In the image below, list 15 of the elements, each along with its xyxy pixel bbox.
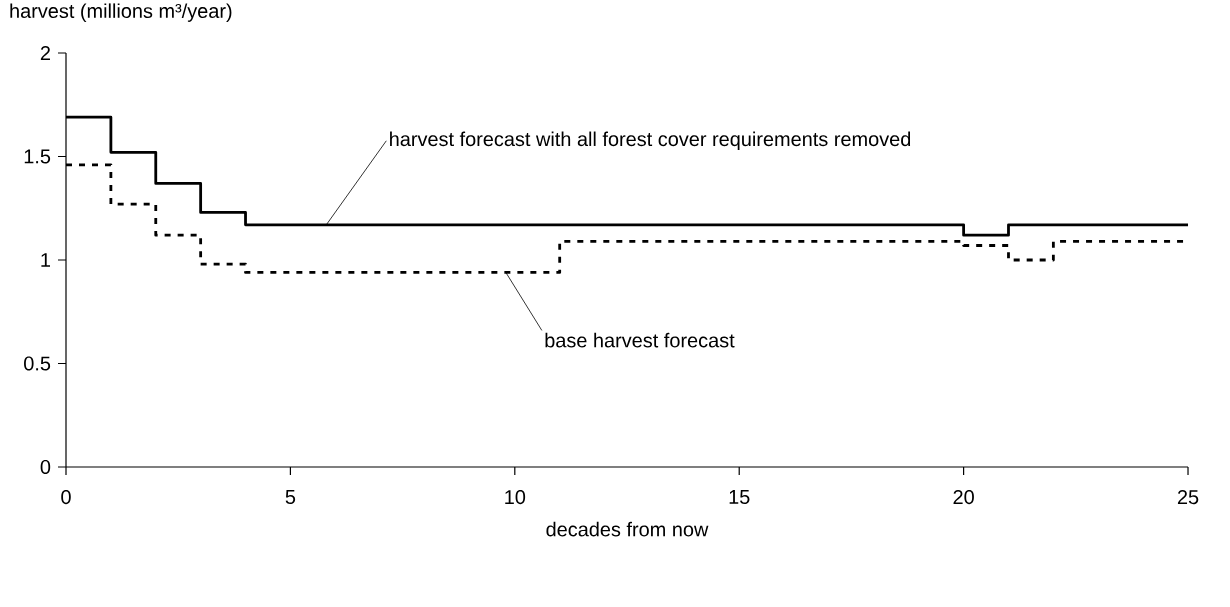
x-tick-label: 25 bbox=[1177, 490, 1199, 505]
annotation: harvest forecast with all forest cover requirements removed bbox=[390, 131, 911, 151]
x-tick-label: 0 bbox=[61, 490, 71, 505]
y-tick-label: 0 bbox=[40, 459, 51, 475]
x-tick-label: 15 bbox=[729, 490, 750, 504]
x-tick-label: 5 bbox=[285, 490, 296, 504]
y-tick-label: 1 bbox=[41, 253, 50, 267]
annotation: base harvest forecast bbox=[545, 332, 735, 348]
x-axis-title: decades from now bbox=[546, 521, 709, 537]
y-tick-label: 0.5 bbox=[24, 356, 51, 371]
y-tick-label: 1.5 bbox=[24, 149, 51, 164]
y-axis-title: harvest (millions m³/year) bbox=[10, 3, 232, 22]
y-tick-label: 2 bbox=[40, 46, 50, 60]
x-tick-label: 20 bbox=[953, 490, 974, 505]
x-tick-label: 10 bbox=[505, 490, 526, 505]
